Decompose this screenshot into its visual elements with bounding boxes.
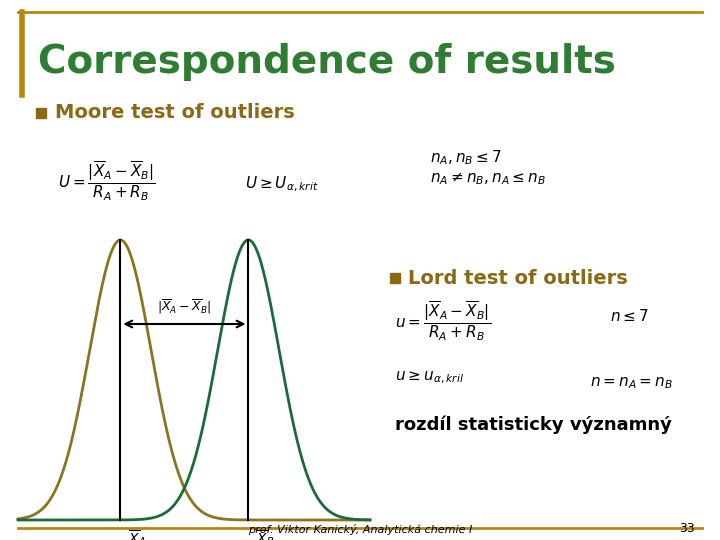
Text: $|\overline{X}_A - \overline{X}_B|$: $|\overline{X}_A - \overline{X}_B|$ [157,298,212,316]
Text: $\overline{X}_A$: $\overline{X}_A$ [128,528,147,540]
Text: rozdíl statisticky významný: rozdíl statisticky významný [395,415,672,434]
Text: Moore test of outliers: Moore test of outliers [55,104,294,123]
Text: $u = \dfrac{|\overline{X}_A - \overline{X}_B|}{R_A + R_B}$: $u = \dfrac{|\overline{X}_A - \overline{… [395,300,491,343]
FancyBboxPatch shape [36,108,46,118]
FancyBboxPatch shape [390,273,400,283]
Text: $u \geq u_{\alpha, kril}$: $u \geq u_{\alpha, kril}$ [395,370,464,386]
Text: $n_A, n_B \leq 7$: $n_A, n_B \leq 7$ [430,148,502,167]
Text: Correspondence of results: Correspondence of results [38,43,616,81]
Text: $n \leq 7$: $n \leq 7$ [610,308,649,324]
Text: 33: 33 [679,522,695,535]
Text: $n_A \neq n_B, n_A \leq n_B$: $n_A \neq n_B, n_A \leq n_B$ [430,170,546,187]
Text: $U \geq U_{\alpha,krit}$: $U \geq U_{\alpha,krit}$ [245,175,318,194]
Text: $n = n_A = n_B$: $n = n_A = n_B$ [590,375,672,391]
Text: $\overline{X}_B$: $\overline{X}_B$ [256,528,275,540]
Text: Lord test of outliers: Lord test of outliers [408,268,628,287]
Text: $U = \dfrac{|\overline{X}_A - \overline{X}_B|}{R_A + R_B}$: $U = \dfrac{|\overline{X}_A - \overline{… [58,160,156,203]
Text: prof. Viktor Kanický, Analytická chemie I: prof. Viktor Kanický, Analytická chemie … [248,524,472,535]
